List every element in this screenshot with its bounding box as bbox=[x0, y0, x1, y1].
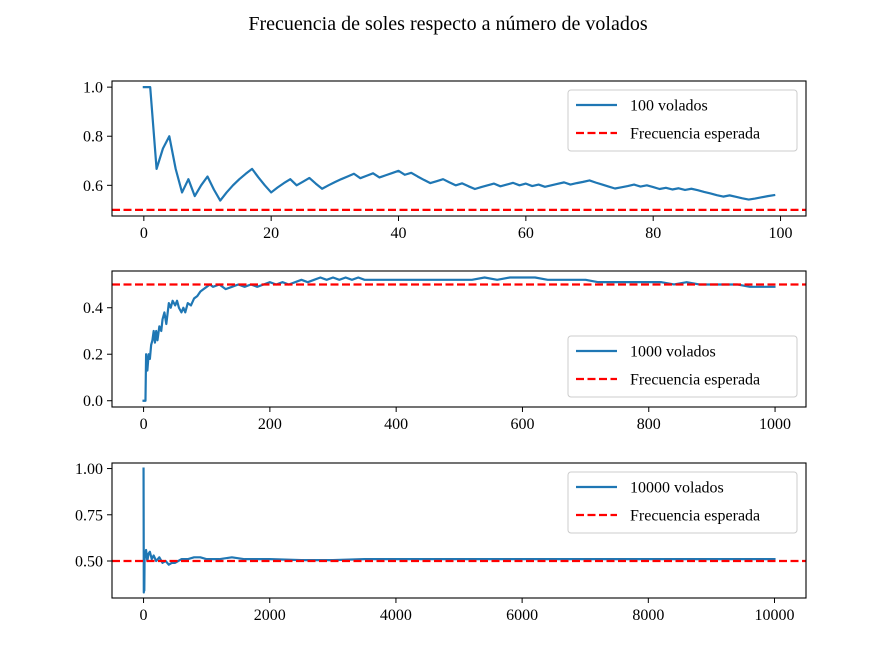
x-tick-label: 100 bbox=[769, 225, 793, 242]
axes-frame bbox=[111, 80, 807, 217]
y-tick-label: 0.2 bbox=[83, 347, 103, 364]
plot-area bbox=[112, 467, 806, 594]
y-tick-label: 1.00 bbox=[75, 461, 103, 478]
legend-label: Frecuencia esperada bbox=[630, 508, 760, 525]
x-tick-label: 1000 bbox=[759, 416, 791, 433]
x-tick-label: 10000 bbox=[755, 607, 795, 624]
subplots-container: 0 20 40 60 80 100 0.6 0.8 1.0 100 volados Frecuenc… bbox=[75, 80, 807, 624]
subplot-1: 0 20 40 60 80 100 0.6 0.8 1.0 100 volados Frecuenc… bbox=[83, 80, 807, 242]
legend-label: Frecuencia esperada bbox=[630, 372, 760, 389]
x-tick-label: 200 bbox=[258, 416, 282, 433]
x-tick-label: 800 bbox=[637, 416, 661, 433]
legend: 100 volados Frecuencia esperada bbox=[567, 89, 798, 152]
subplot-3: 0 2000 4000 6000 8000 10000 0.50 0.75 1.00 10000 … bbox=[75, 461, 807, 624]
plot-area bbox=[112, 86, 806, 211]
legend: 1000 volados Frecuencia esperada bbox=[567, 335, 798, 398]
subplot-2: 0 200 400 600 800 1000 0.0 0.2 0.4 1000 volados Fr… bbox=[83, 270, 807, 433]
legend-label: Frecuencia esperada bbox=[630, 126, 760, 143]
x-tick-label: 80 bbox=[645, 225, 661, 242]
series-1-line bbox=[142, 86, 776, 202]
axes-frame bbox=[111, 462, 807, 599]
y-tick-label: 0.8 bbox=[83, 129, 103, 146]
x-tick-label: 0 bbox=[140, 225, 148, 242]
x-tick-label: 4000 bbox=[380, 607, 412, 624]
x-tick-label: 6000 bbox=[506, 607, 538, 624]
series-1-line bbox=[142, 276, 776, 402]
legend-frame bbox=[567, 471, 798, 534]
y-tick-label: 0.6 bbox=[83, 178, 103, 195]
x-tick-label: 2000 bbox=[254, 607, 286, 624]
x-tick-label: 20 bbox=[263, 225, 279, 242]
x-tick-label: 8000 bbox=[632, 607, 664, 624]
x-tick-label: 0 bbox=[140, 416, 148, 433]
y-tick-label: 1.0 bbox=[83, 80, 103, 97]
series-1-line bbox=[142, 467, 776, 594]
y-tick-label: 0.50 bbox=[75, 554, 103, 571]
x-tick-label: 400 bbox=[384, 416, 408, 433]
legend-label: 1000 volados bbox=[630, 344, 716, 361]
y-tick-label: 0.0 bbox=[83, 393, 103, 410]
legend: 10000 volados Frecuencia esperada bbox=[567, 471, 798, 534]
chart-title: Frecuencia de soles respecto a número de… bbox=[248, 13, 648, 35]
y-tick-label: 0.4 bbox=[83, 300, 103, 317]
axes-frame bbox=[111, 270, 807, 408]
legend-frame bbox=[567, 89, 798, 152]
x-tick-label: 40 bbox=[391, 225, 407, 242]
x-tick-label: 60 bbox=[518, 225, 534, 242]
legend-frame bbox=[567, 335, 798, 398]
x-tick-label: 600 bbox=[510, 416, 534, 433]
x-tick-label: 0 bbox=[140, 607, 148, 624]
legend-label: 100 volados bbox=[630, 98, 708, 115]
plot-area bbox=[112, 276, 806, 402]
legend-label: 10000 volados bbox=[630, 480, 724, 497]
y-tick-label: 0.75 bbox=[75, 507, 103, 524]
